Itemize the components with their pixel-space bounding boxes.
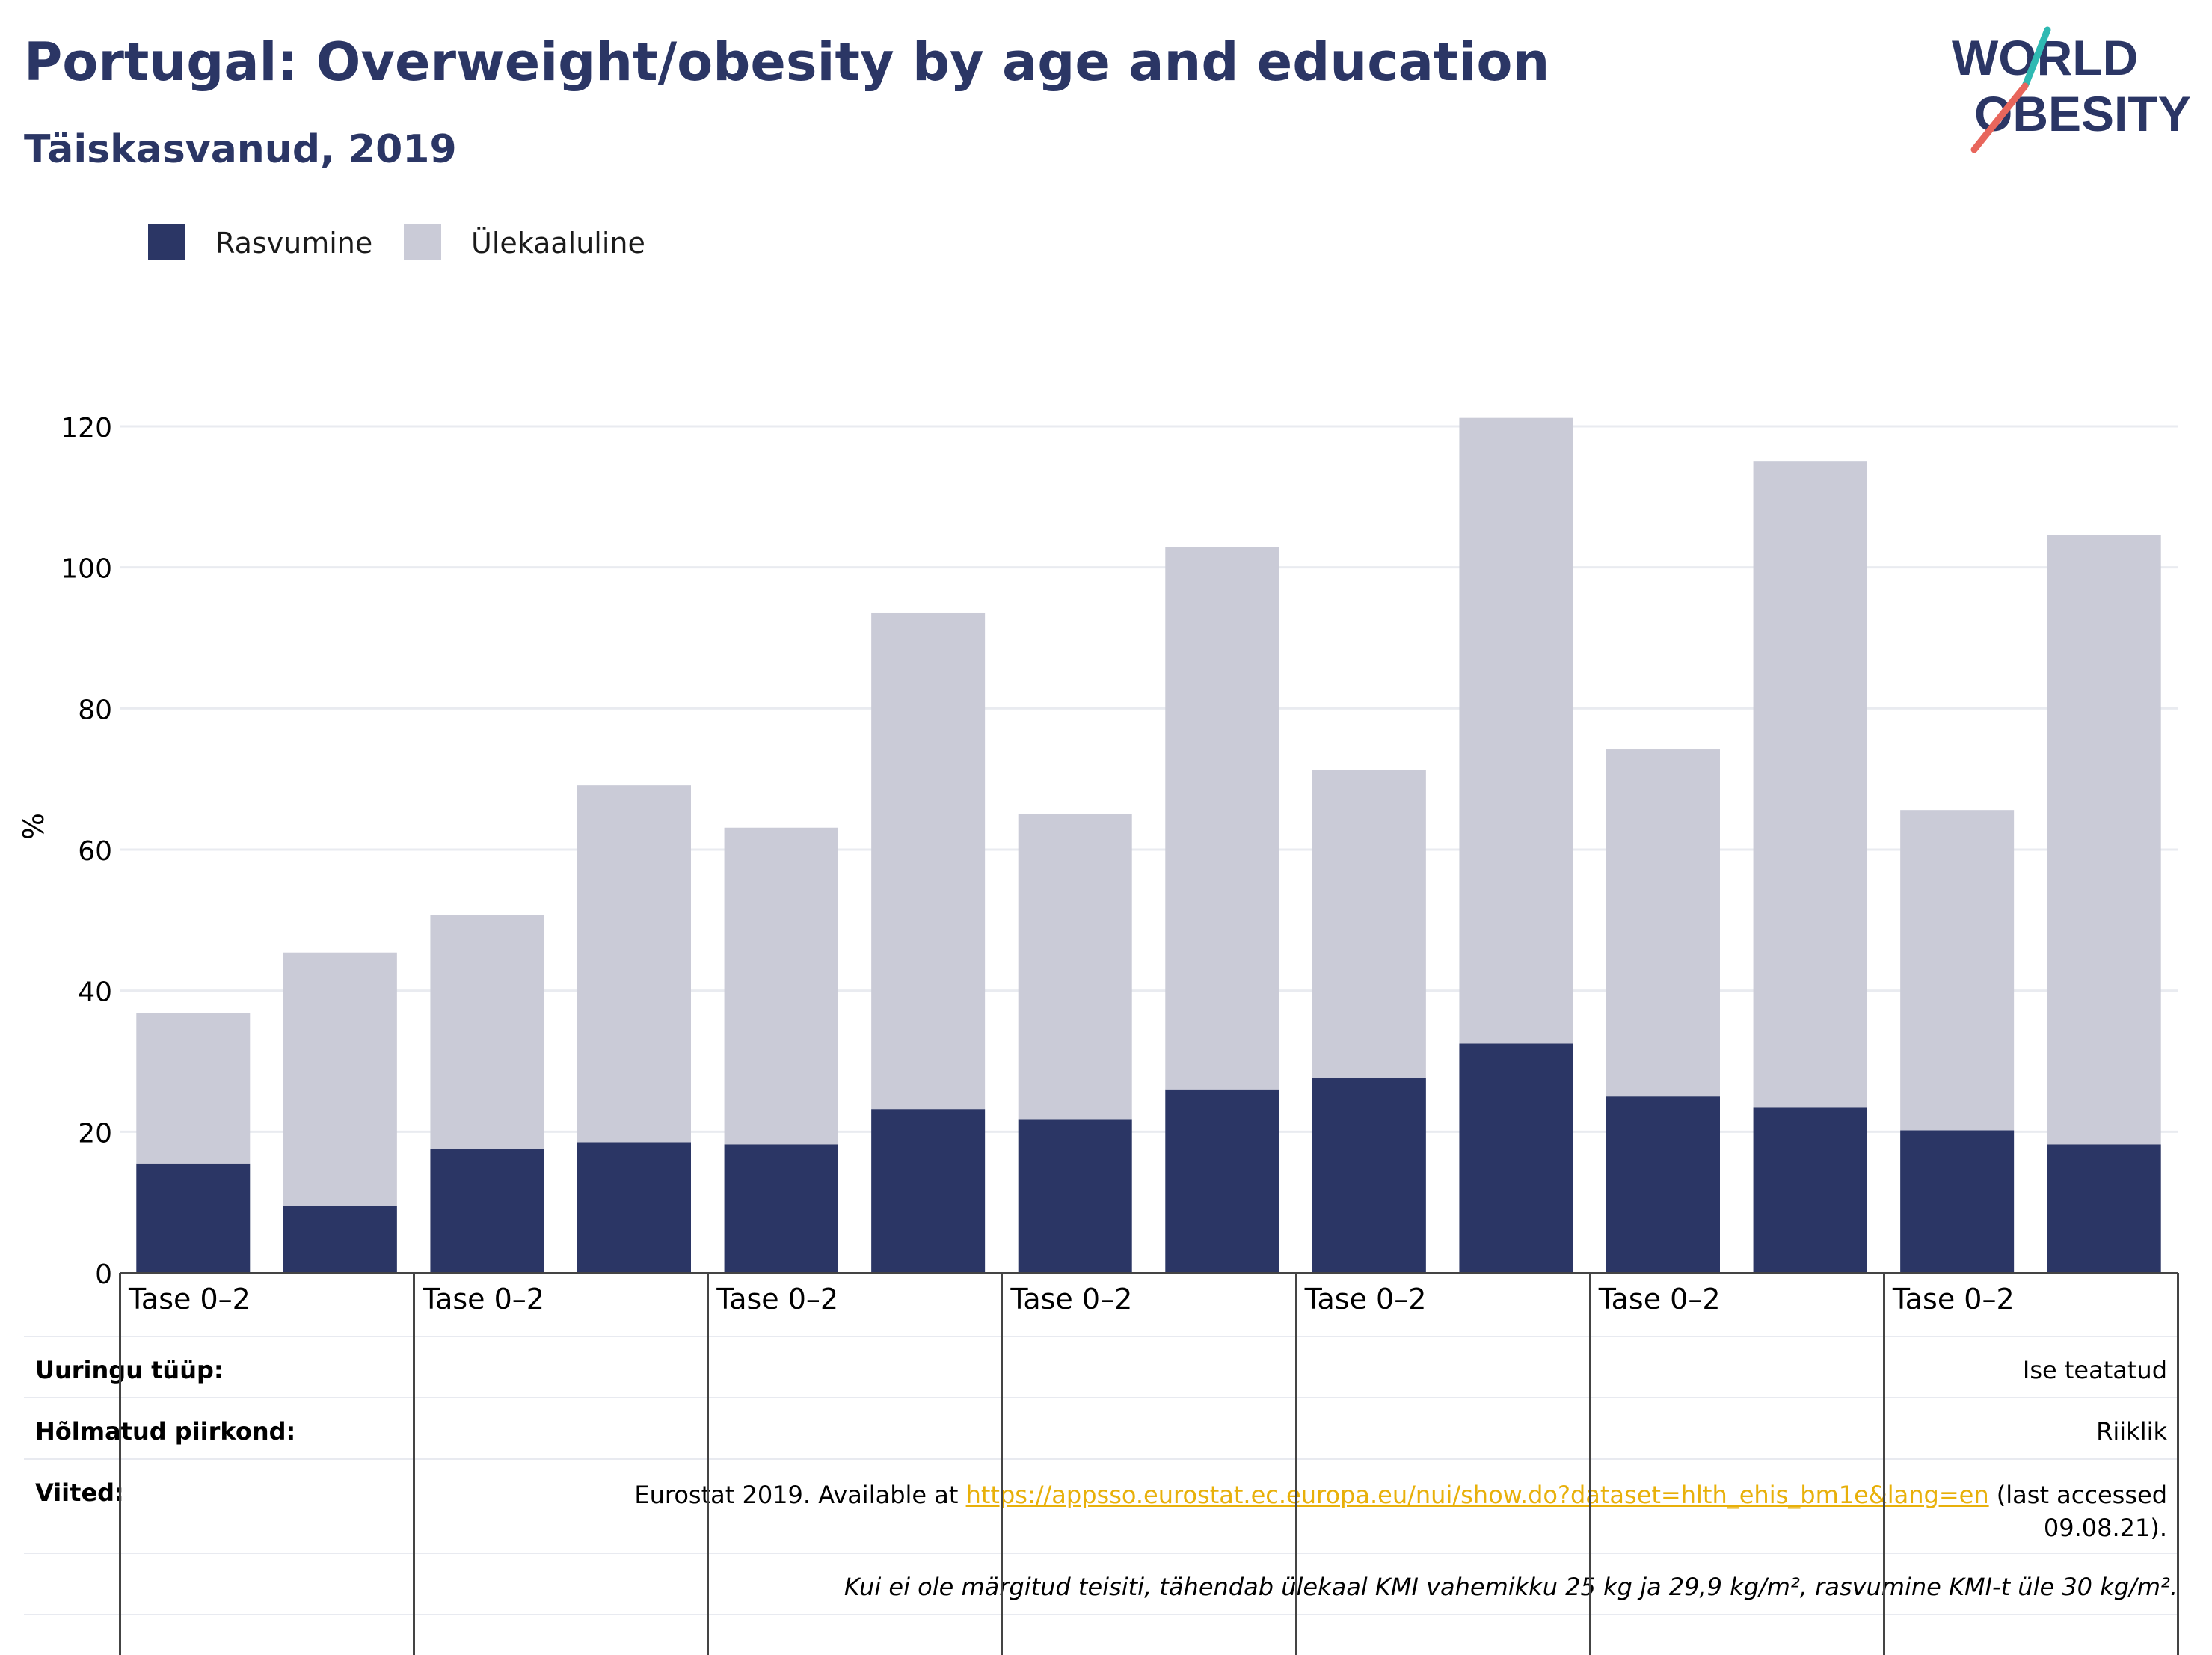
group-separator [1588,1273,1591,1655]
bar-overweight[interactable] [430,915,544,1149]
table-divider [24,1397,2178,1398]
bar-overweight[interactable] [1753,461,1867,1108]
y-tick-label: 100 [61,554,112,585]
chart-subtitle: Täiskasvanud, 2019 [24,127,457,172]
x-group-labels: Tase 0–2 Tase 0–2 Tase 0–2 Tase 0–2 Tase 0–2… [128,1283,2015,1315]
y-tick-labels: 0 20 40 60 80 100 120 [61,413,112,1290]
y-tick-label: 20 [78,1118,112,1149]
logo-slash-teal [2021,26,2051,90]
bar-overweight[interactable] [724,827,838,1145]
group-separator [1294,1273,1297,1655]
bar-obesity[interactable] [136,1163,251,1273]
bar-obesity[interactable] [430,1149,544,1273]
bar-series [136,417,2161,1273]
bar-overweight[interactable] [871,612,986,1110]
bar-overweight[interactable] [1900,810,2015,1131]
legend-label-overweight: Ülekaaluline [471,227,645,260]
bar-overweight[interactable] [1459,417,1573,1044]
references-suffix: (last accessed [1988,1481,2167,1509]
x-group-label: Tase 0–2 [716,1283,838,1315]
bar-obesity[interactable] [724,1144,838,1273]
y-tick-label: 120 [61,413,112,443]
legend-swatch-overweight [404,224,441,260]
table-divider [24,1336,2178,1337]
y-tick-label: 80 [78,695,112,725]
x-group-label: Tase 0–2 [1598,1283,1721,1315]
survey-type-value: Ise teatatud [2022,1356,2167,1384]
bar-overweight[interactable] [1165,547,1279,1090]
bar-overweight[interactable] [283,952,397,1206]
bar-overweight[interactable] [1606,749,1720,1097]
group-separator [707,1273,710,1655]
info-row-region: Hõlmatud piirkond: Riiklik [24,1411,2178,1453]
group-separator [119,1273,121,1655]
bar-obesity[interactable] [1753,1107,1867,1273]
bar-obesity[interactable] [871,1109,986,1273]
table-divider [24,1458,2178,1460]
x-group-label: Tase 0–2 [422,1283,544,1315]
survey-type-label: Uuringu tüüp: [35,1356,224,1384]
x-group-label: Tase 0–2 [1892,1283,2015,1315]
y-gridlines [120,425,2178,1133]
references-link[interactable]: https://appsso.eurostat.ec.europa.eu/nui… [965,1481,1989,1509]
bar-overweight[interactable] [1018,814,1132,1120]
y-tick-label: 60 [78,836,112,867]
references-date: 09.08.21). [2043,1514,2167,1542]
bar-obesity[interactable] [1165,1089,1279,1273]
group-separator [1882,1273,1885,1655]
bar-overweight[interactable] [136,1013,251,1164]
region-label: Hõlmatud piirkond: [35,1417,296,1446]
group-separator [2177,1273,2179,1655]
definition-note: Kui ei ole märgitud teisiti, tähendab ül… [844,1573,2178,1601]
x-group-label: Tase 0–2 [1304,1283,1427,1315]
y-tick-label: 40 [78,977,112,1008]
logo-line-2: OBESITY [1974,86,2191,141]
table-divider [24,1553,2178,1554]
x-group-label: Tase 0–2 [1010,1283,1132,1315]
group-separator [413,1273,416,1655]
bar-overweight[interactable] [2047,535,2161,1145]
legend-swatch-obesity [148,224,185,260]
references-value: Eurostat 2019. Available at https://apps… [634,1479,2167,1544]
legend-label-obesity: Rasvumine [215,227,373,260]
bar-obesity[interactable] [2047,1144,2161,1273]
bar-overweight[interactable] [577,785,691,1143]
y-axis-label: % [17,813,50,840]
x-group-label: Tase 0–2 [128,1283,251,1315]
logo-slash-coral [1970,82,2029,153]
chart-title: Portugal: Overweight/obesity by age and … [24,31,1550,93]
bar-obesity[interactable] [1459,1043,1573,1273]
references-prefix: Eurostat 2019. Available at [634,1481,966,1509]
table-divider [24,1614,2178,1615]
world-obesity-logo: WORLD OBESITY [1952,26,2191,153]
bar-obesity[interactable] [1312,1078,1426,1273]
group-separator [1001,1273,1004,1655]
info-row-references: Viited: Eurostat 2019. Available at http… [24,1473,2178,1547]
references-label: Viited: [35,1479,124,1507]
bar-obesity[interactable] [1606,1096,1720,1273]
bar-obesity[interactable] [577,1142,691,1273]
bar-obesity[interactable] [283,1206,397,1273]
bar-obesity[interactable] [1018,1119,1132,1273]
bar-obesity[interactable] [1900,1130,2015,1273]
y-tick-label: 0 [95,1259,112,1290]
info-row-survey-type: Uuringu tüüp: Ise teatatud [24,1350,2178,1392]
bar-overweight[interactable] [1312,770,1426,1078]
region-value: Riiklik [2096,1417,2167,1446]
